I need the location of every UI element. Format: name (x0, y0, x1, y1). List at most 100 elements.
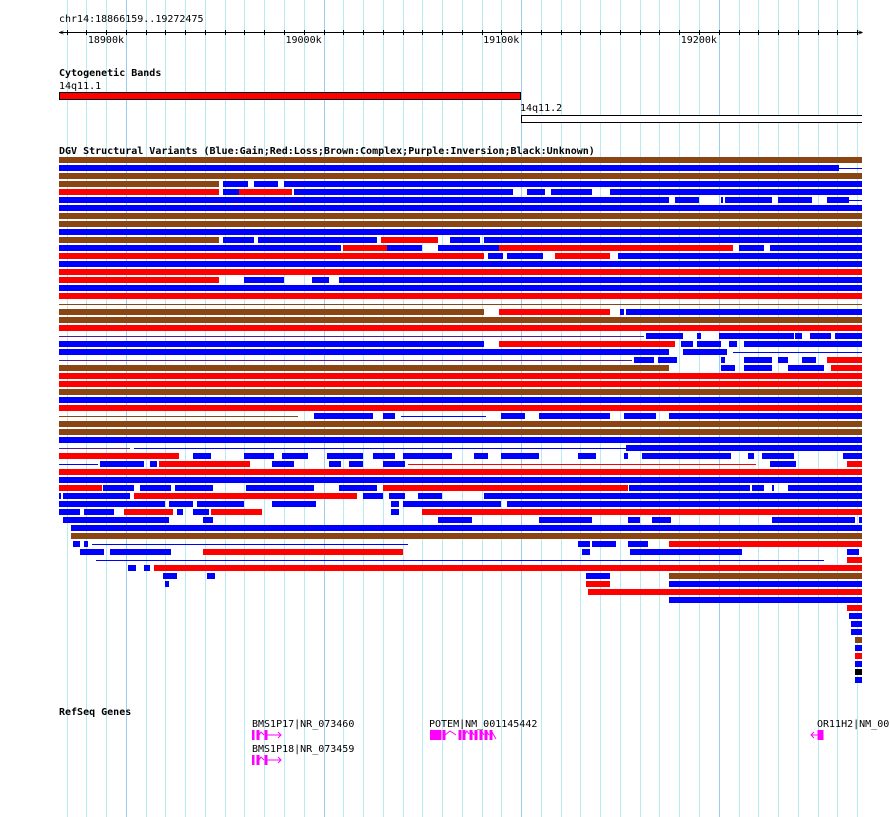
variant-bar[interactable] (586, 581, 611, 587)
variant-bar[interactable] (390, 501, 399, 507)
variant-bar[interactable] (380, 237, 439, 243)
variant-bar[interactable] (58, 293, 863, 299)
gene-bms1p17-glyph[interactable] (252, 730, 284, 740)
variant-bar[interactable] (831, 365, 863, 371)
variant-bar[interactable] (339, 277, 863, 283)
variant-bar[interactable] (801, 357, 816, 363)
variant-bar[interactable] (787, 485, 863, 491)
variant-bar[interactable] (149, 461, 158, 467)
variant-bar[interactable] (827, 197, 850, 203)
variant-bar[interactable] (645, 333, 684, 339)
variant-bar[interactable] (283, 181, 863, 187)
variant-bar[interactable] (58, 173, 863, 179)
variant-bar[interactable] (849, 613, 863, 619)
variant-bar[interactable] (244, 453, 275, 459)
variant-bar[interactable] (58, 437, 863, 443)
variant-span-line[interactable] (732, 352, 863, 353)
variant-bar[interactable] (586, 573, 611, 579)
variant-bar[interactable] (58, 349, 670, 355)
variant-bar[interactable] (657, 357, 678, 363)
variant-bar[interactable] (402, 453, 452, 459)
variant-bar[interactable] (143, 565, 150, 571)
variant-bar[interactable] (855, 653, 863, 659)
variant-bar[interactable] (58, 261, 863, 267)
gene-or11h2-glyph[interactable] (810, 730, 824, 740)
variant-bar[interactable] (762, 453, 794, 459)
variant-bar[interactable] (222, 181, 249, 187)
variant-bar[interactable] (809, 333, 832, 339)
variant-bar[interactable] (843, 453, 863, 459)
variant-bar[interactable] (238, 189, 292, 195)
variant-bar[interactable] (744, 341, 863, 347)
variant-bar[interactable] (327, 453, 364, 459)
variant-bar[interactable] (153, 565, 863, 571)
variant-bar[interactable] (58, 309, 484, 315)
variant-bar[interactable] (272, 461, 294, 467)
cytoband-14q11-1[interactable] (58, 92, 522, 100)
variant-bar[interactable] (202, 517, 213, 523)
variant-bar[interactable] (382, 461, 405, 467)
variant-span-line[interactable] (58, 464, 99, 465)
variant-bar[interactable] (80, 549, 105, 555)
variant-bar[interactable] (390, 509, 399, 515)
variant-bar[interactable] (58, 237, 219, 243)
variant-bar[interactable] (311, 277, 330, 283)
variant-bar[interactable] (499, 245, 733, 251)
variant-bar[interactable] (62, 493, 130, 499)
variant-bar[interactable] (58, 389, 863, 395)
variant-bar[interactable] (724, 197, 773, 203)
variant-bar[interactable] (697, 341, 721, 347)
variant-bar[interactable] (58, 453, 180, 459)
variant-span-line[interactable] (849, 200, 863, 201)
variant-bar[interactable] (58, 221, 863, 227)
variant-bar[interactable] (527, 189, 545, 195)
variant-bar[interactable] (507, 253, 543, 259)
variant-bar[interactable] (625, 445, 863, 451)
variant-bar[interactable] (483, 237, 863, 243)
variant-bar[interactable] (293, 189, 514, 195)
variant-bar[interactable] (246, 485, 314, 491)
variant-bar[interactable] (669, 573, 863, 579)
variant-bar[interactable] (206, 573, 215, 579)
variant-span-line[interactable] (96, 560, 824, 561)
variant-bar[interactable] (58, 277, 219, 283)
variant-bar[interactable] (197, 501, 245, 507)
variant-bar[interactable] (770, 245, 863, 251)
variant-bar[interactable] (343, 245, 387, 251)
variant-bar[interactable] (855, 661, 863, 667)
variant-bar[interactable] (610, 189, 863, 195)
variant-bar[interactable] (619, 309, 624, 315)
variant-bar[interactable] (794, 333, 802, 339)
variant-bar[interactable] (855, 677, 863, 683)
gene-label-or11h2[interactable]: OR11H2|NM_00 (817, 719, 890, 730)
variant-bar[interactable] (641, 453, 731, 459)
variant-bar[interactable] (501, 453, 539, 459)
variant-bar[interactable] (855, 637, 863, 643)
gene-potem-glyph[interactable] (430, 730, 504, 740)
variant-bar[interactable] (58, 501, 166, 507)
variant-bar[interactable] (744, 365, 773, 371)
variant-bar[interactable] (627, 541, 648, 547)
variant-bar[interactable] (139, 485, 172, 491)
variant-bar[interactable] (578, 541, 591, 547)
variant-bar[interactable] (720, 357, 725, 363)
variant-bar[interactable] (175, 485, 213, 491)
variant-bar[interactable] (58, 197, 670, 203)
variant-span-line[interactable] (58, 448, 130, 449)
variant-bar[interactable] (58, 421, 863, 427)
variant-bar[interactable] (58, 341, 484, 347)
variant-bar[interactable] (669, 597, 863, 603)
variant-bar[interactable] (633, 357, 654, 363)
variant-bar[interactable] (449, 237, 480, 243)
variant-span-line[interactable] (58, 416, 298, 417)
variant-span-line[interactable] (839, 168, 863, 169)
variant-bar[interactable] (438, 245, 500, 251)
variant-bar[interactable] (669, 581, 863, 587)
variant-bar[interactable] (363, 493, 383, 499)
variant-bar[interactable] (847, 605, 863, 611)
variant-bar[interactable] (675, 197, 699, 203)
variant-bar[interactable] (244, 277, 284, 283)
variant-bar[interactable] (58, 485, 103, 491)
variant-bar[interactable] (683, 349, 727, 355)
variant-bar[interactable] (58, 405, 863, 411)
